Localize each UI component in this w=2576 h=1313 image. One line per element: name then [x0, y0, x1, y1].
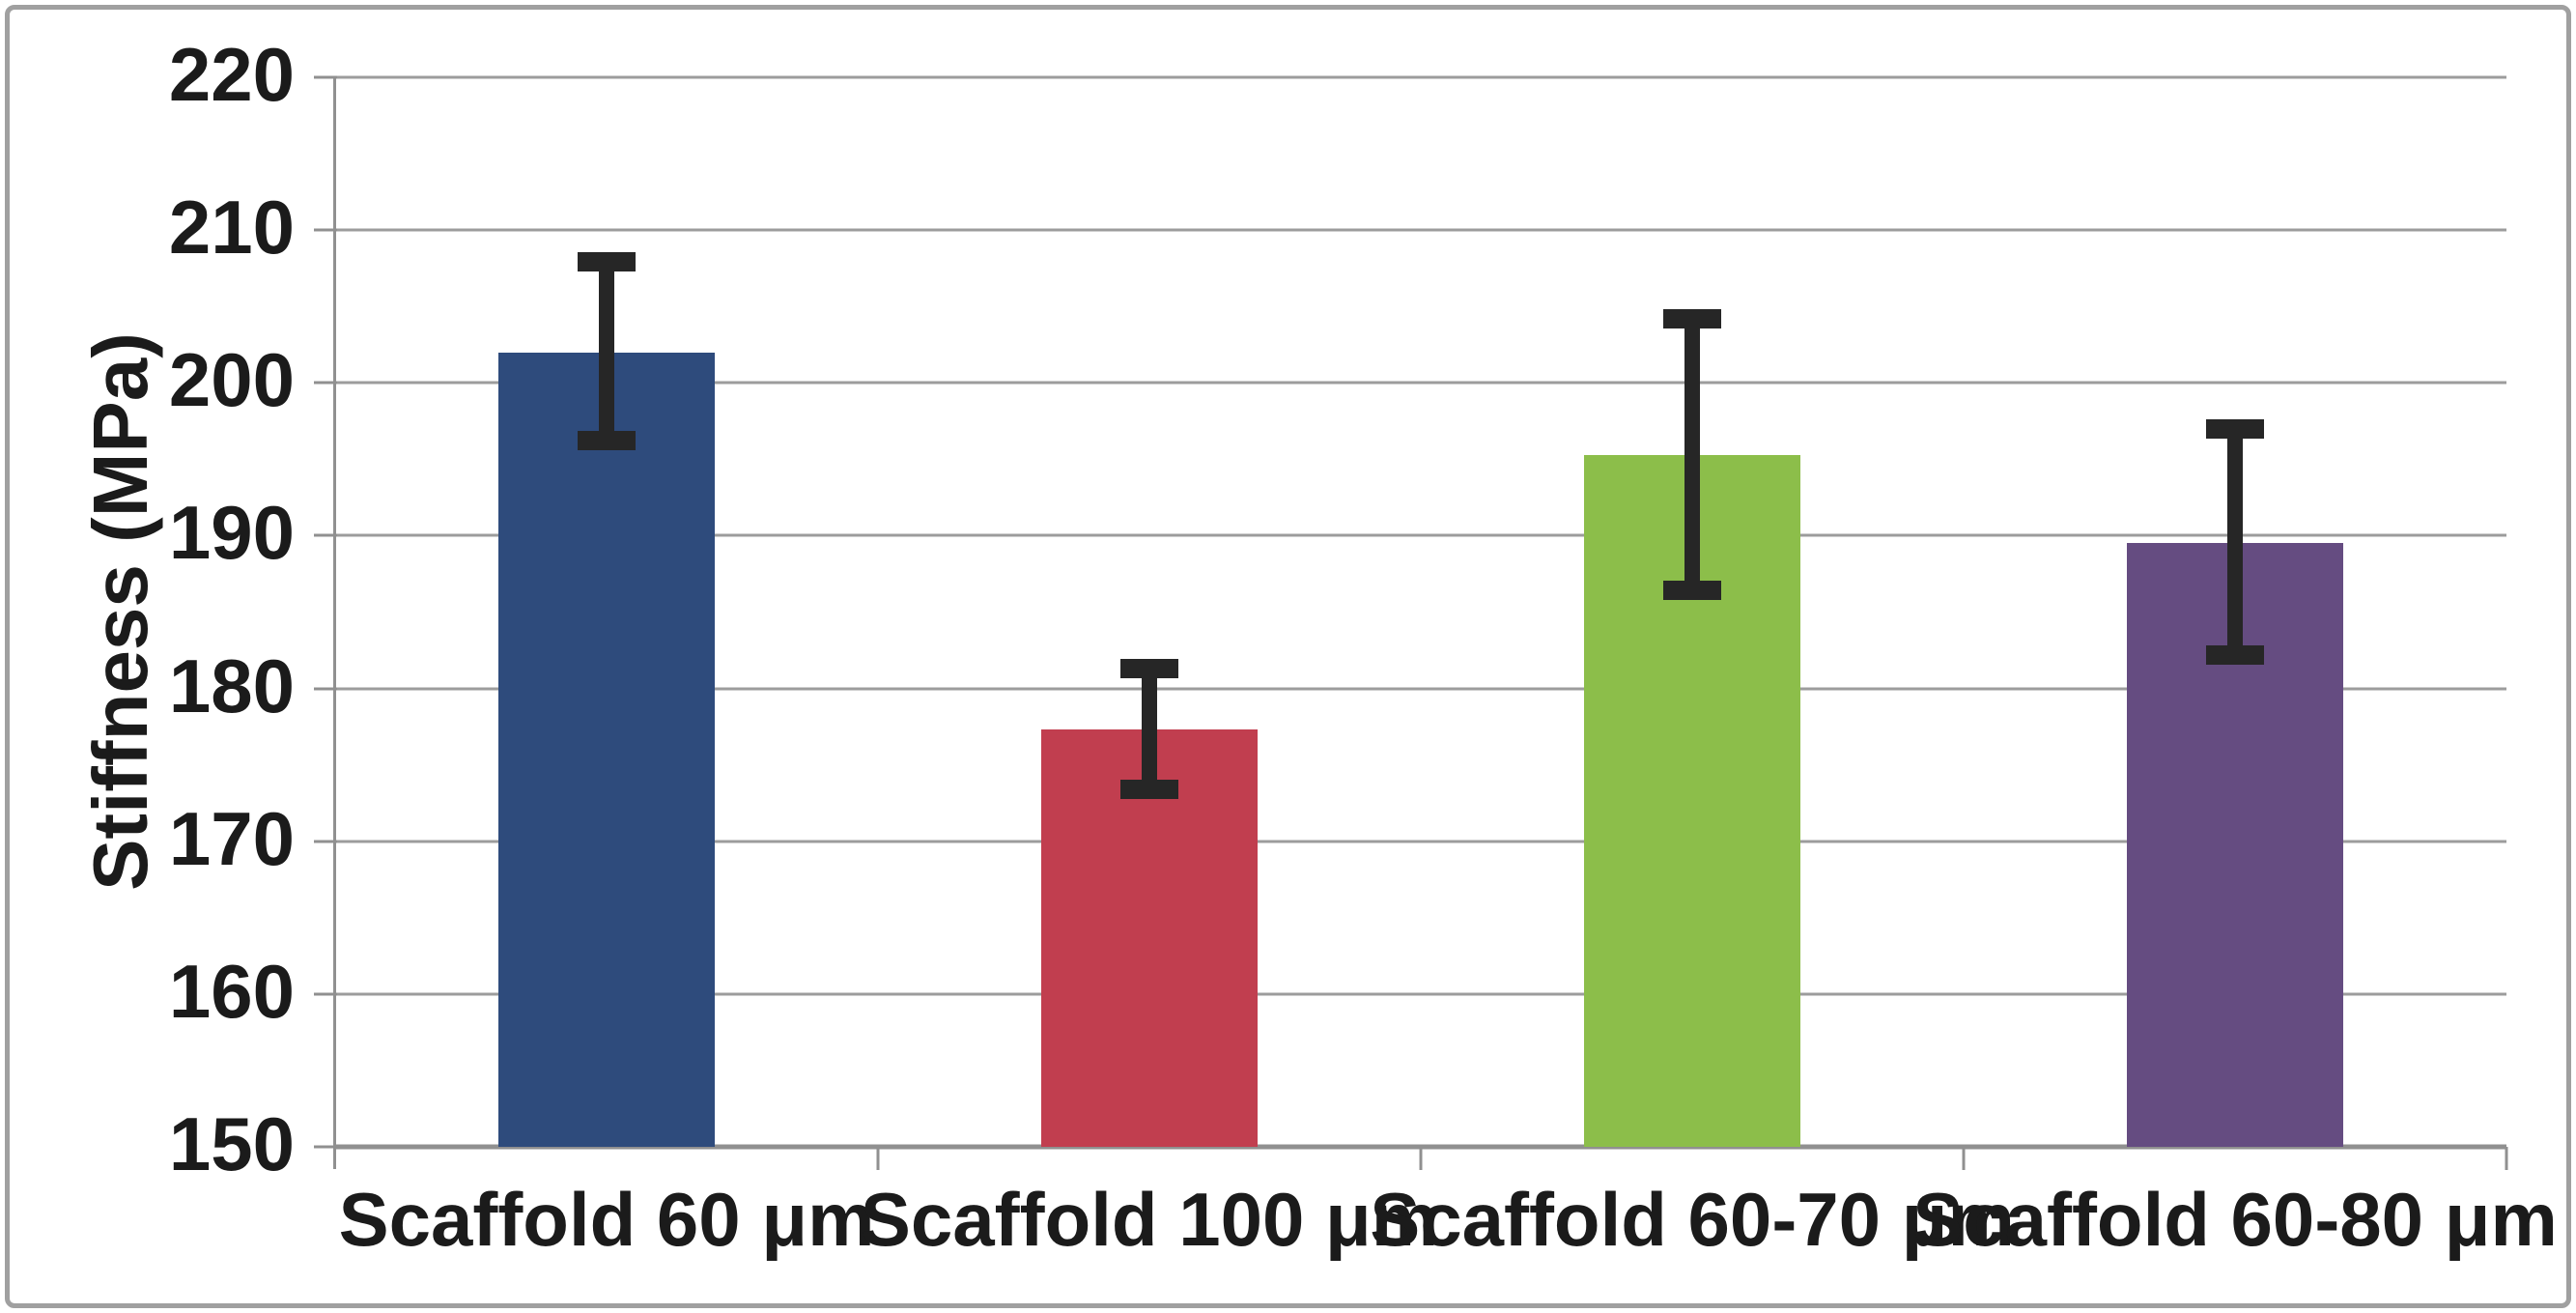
y-axis-tick	[314, 1145, 337, 1149]
x-axis-tick	[2505, 1147, 2508, 1170]
gridline	[335, 992, 2506, 996]
x-category-label: Scaffold 60 μm	[338, 1177, 875, 1262]
x-axis-tick	[876, 1147, 880, 1170]
error-bar-4	[2206, 418, 2264, 665]
error-bar-2	[1120, 659, 1178, 799]
x-category-label: Scaffold 60-70 μm	[1370, 1177, 2015, 1262]
y-tick-label: 200	[168, 337, 295, 423]
y-axis-line	[333, 77, 336, 1169]
y-axis-tick	[314, 840, 337, 843]
error-bar-stem	[1684, 318, 1700, 591]
y-tick-label: 210	[168, 185, 295, 271]
error-bar-3	[1663, 308, 1721, 601]
y-tick-label: 180	[168, 642, 295, 728]
bar-2	[1041, 729, 1258, 1147]
gridline	[335, 75, 2506, 79]
error-bar-top-cap	[2206, 418, 2264, 439]
gridline	[335, 687, 2506, 691]
error-bar-bottom-cap	[1120, 779, 1178, 799]
gridline	[335, 533, 2506, 537]
error-bar-1	[578, 252, 636, 451]
y-axis-tick	[314, 75, 337, 79]
y-tick-label: 220	[168, 31, 295, 117]
error-bar-top-cap	[578, 252, 636, 272]
y-tick-label: 190	[168, 490, 295, 576]
y-tick-label: 160	[168, 948, 295, 1034]
y-axis-tick	[314, 228, 337, 232]
error-bar-stem	[1142, 669, 1157, 789]
y-axis-tick	[314, 687, 337, 691]
bar-1	[498, 352, 715, 1147]
y-tick-label: 170	[168, 795, 295, 881]
y-axis-tick	[314, 533, 337, 537]
y-axis-tick	[314, 992, 337, 996]
x-axis-tick	[1962, 1147, 1966, 1170]
gridline	[335, 228, 2506, 232]
x-category-label: Scaffold 100 μm	[860, 1177, 1439, 1262]
error-bar-stem	[2227, 428, 2243, 655]
error-bar-stem	[599, 262, 614, 442]
gridline	[335, 840, 2506, 843]
y-tick-label: 150	[168, 1100, 295, 1186]
gridline	[335, 381, 2506, 385]
error-bar-top-cap	[1120, 659, 1178, 678]
x-category-label: Scaffold 60-80 μm	[1912, 1177, 2558, 1262]
y-axis-tick	[314, 381, 337, 385]
error-bar-top-cap	[1663, 308, 1721, 328]
plot-area	[335, 75, 2506, 1150]
error-bar-bottom-cap	[2206, 644, 2264, 665]
x-axis-tick	[1419, 1147, 1423, 1170]
error-bar-bottom-cap	[1663, 581, 1721, 601]
error-bar-bottom-cap	[578, 431, 636, 451]
